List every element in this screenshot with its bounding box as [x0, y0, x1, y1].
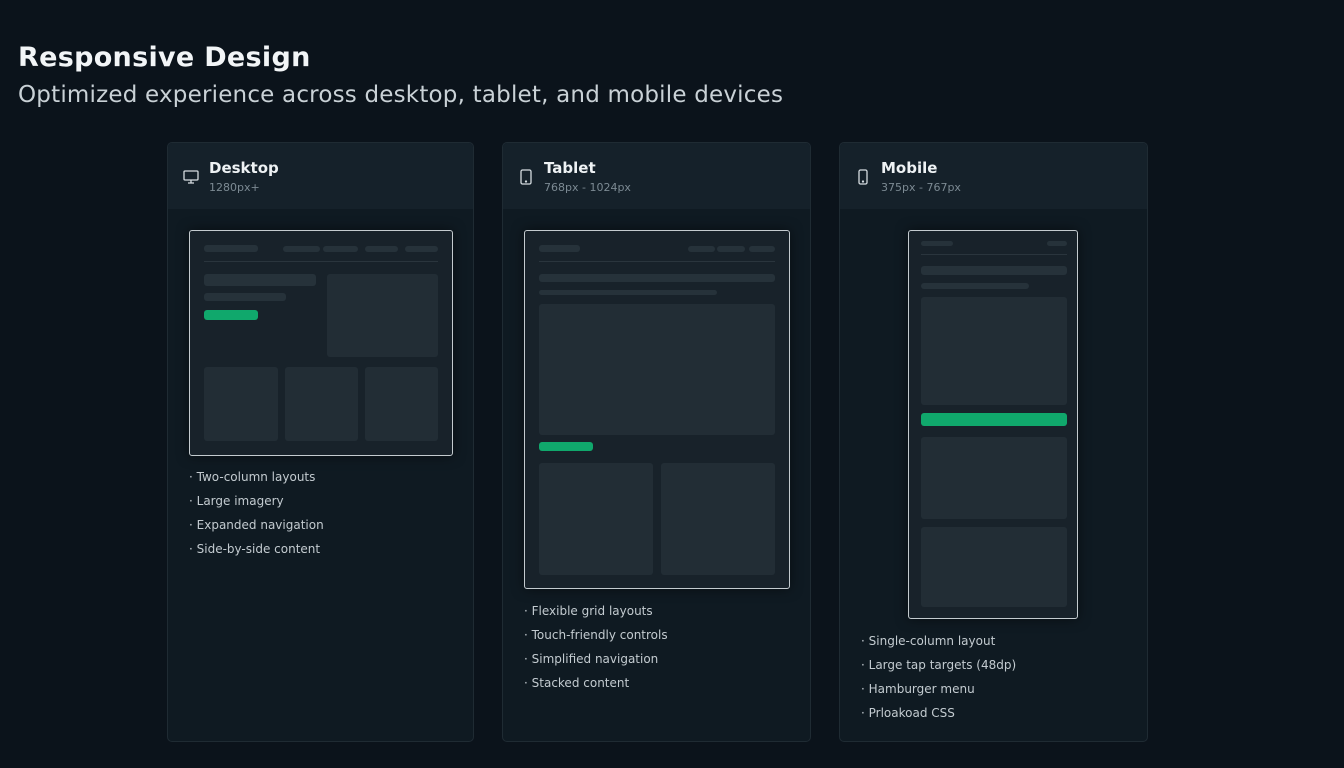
- placeholder-block: [921, 297, 1067, 405]
- placeholder-block: [921, 266, 1067, 275]
- placeholder-block: [921, 283, 1029, 289]
- feature-item: Hamburger menu: [861, 682, 1016, 706]
- feature-item: Expanded navigation: [189, 518, 324, 542]
- divider: [921, 254, 1067, 255]
- placeholder-block: [539, 274, 775, 282]
- mobile-card: Mobile 375px - 767px Single-column layou…: [839, 142, 1148, 742]
- desktop-card: Desktop 1280px+ Two-column layouts Large…: [167, 142, 474, 742]
- card-range: 1280px+: [209, 181, 260, 194]
- card-title: Tablet: [544, 159, 596, 177]
- feature-list: Flexible grid layouts Touch-friendly con…: [524, 604, 668, 700]
- page-subtitle: Optimized experience across desktop, tab…: [18, 82, 784, 108]
- placeholder-block: [283, 246, 320, 252]
- card-title: Desktop: [209, 159, 279, 177]
- placeholder-block: [921, 241, 953, 246]
- tablet-icon: [520, 169, 532, 185]
- placeholder-block: [539, 290, 717, 295]
- placeholder-block: [688, 246, 715, 252]
- card-range: 375px - 767px: [881, 181, 961, 194]
- card-header: Tablet 768px - 1024px: [503, 143, 810, 209]
- placeholder-button: [539, 442, 593, 451]
- desktop-mockup: [189, 230, 453, 456]
- feature-item: Two-column layouts: [189, 470, 324, 494]
- mobile-mockup: [908, 230, 1078, 619]
- placeholder-block: [204, 274, 316, 286]
- smartphone-icon: [858, 169, 868, 185]
- divider: [204, 261, 438, 262]
- placeholder-block: [661, 463, 775, 575]
- placeholder-block: [323, 246, 358, 252]
- placeholder-block: [365, 367, 438, 441]
- placeholder-block: [204, 293, 286, 301]
- card-header: Mobile 375px - 767px: [840, 143, 1147, 209]
- feature-item: Stacked content: [524, 676, 668, 700]
- placeholder-block: [749, 246, 775, 252]
- feature-item: Large imagery: [189, 494, 324, 518]
- feature-item: Large tap targets (48dp): [861, 658, 1017, 682]
- placeholder-block: [921, 437, 1067, 519]
- feature-list: Single-column layout Large tap targets (…: [861, 634, 1017, 730]
- placeholder-block: [327, 274, 438, 357]
- placeholder-button: [921, 413, 1067, 426]
- feature-item: Single-column layout: [861, 634, 1016, 658]
- tablet-mockup: [524, 230, 790, 589]
- divider: [539, 261, 775, 262]
- placeholder-block: [921, 527, 1067, 607]
- placeholder-block: [539, 463, 653, 575]
- placeholder-block: [539, 245, 580, 252]
- placeholder-block: [285, 367, 358, 441]
- placeholder-block: [204, 367, 278, 441]
- placeholder-block: [539, 304, 775, 435]
- placeholder-block: [365, 246, 398, 252]
- card-header: Desktop 1280px+: [168, 143, 473, 209]
- feature-item: Prloakoad CSS: [861, 706, 1016, 730]
- tablet-card: Tablet 768px - 1024px Flexible grid layo…: [502, 142, 811, 742]
- feature-list: Two-column layouts Large imagery Expande…: [189, 470, 324, 566]
- monitor-icon: [183, 170, 199, 184]
- feature-item: Side-by-side content: [189, 542, 324, 566]
- feature-item: Simplified navigation: [524, 652, 668, 676]
- card-title: Mobile: [881, 159, 938, 177]
- placeholder-button: [204, 310, 258, 320]
- placeholder-block: [204, 245, 258, 252]
- page-title: Responsive Design: [18, 42, 311, 73]
- placeholder-block: [1047, 241, 1067, 246]
- feature-item: Touch-friendly controls: [524, 628, 668, 652]
- card-range: 768px - 1024px: [544, 181, 631, 194]
- feature-item: Flexible grid layouts: [524, 604, 668, 628]
- placeholder-block: [717, 246, 745, 252]
- placeholder-block: [405, 246, 438, 252]
